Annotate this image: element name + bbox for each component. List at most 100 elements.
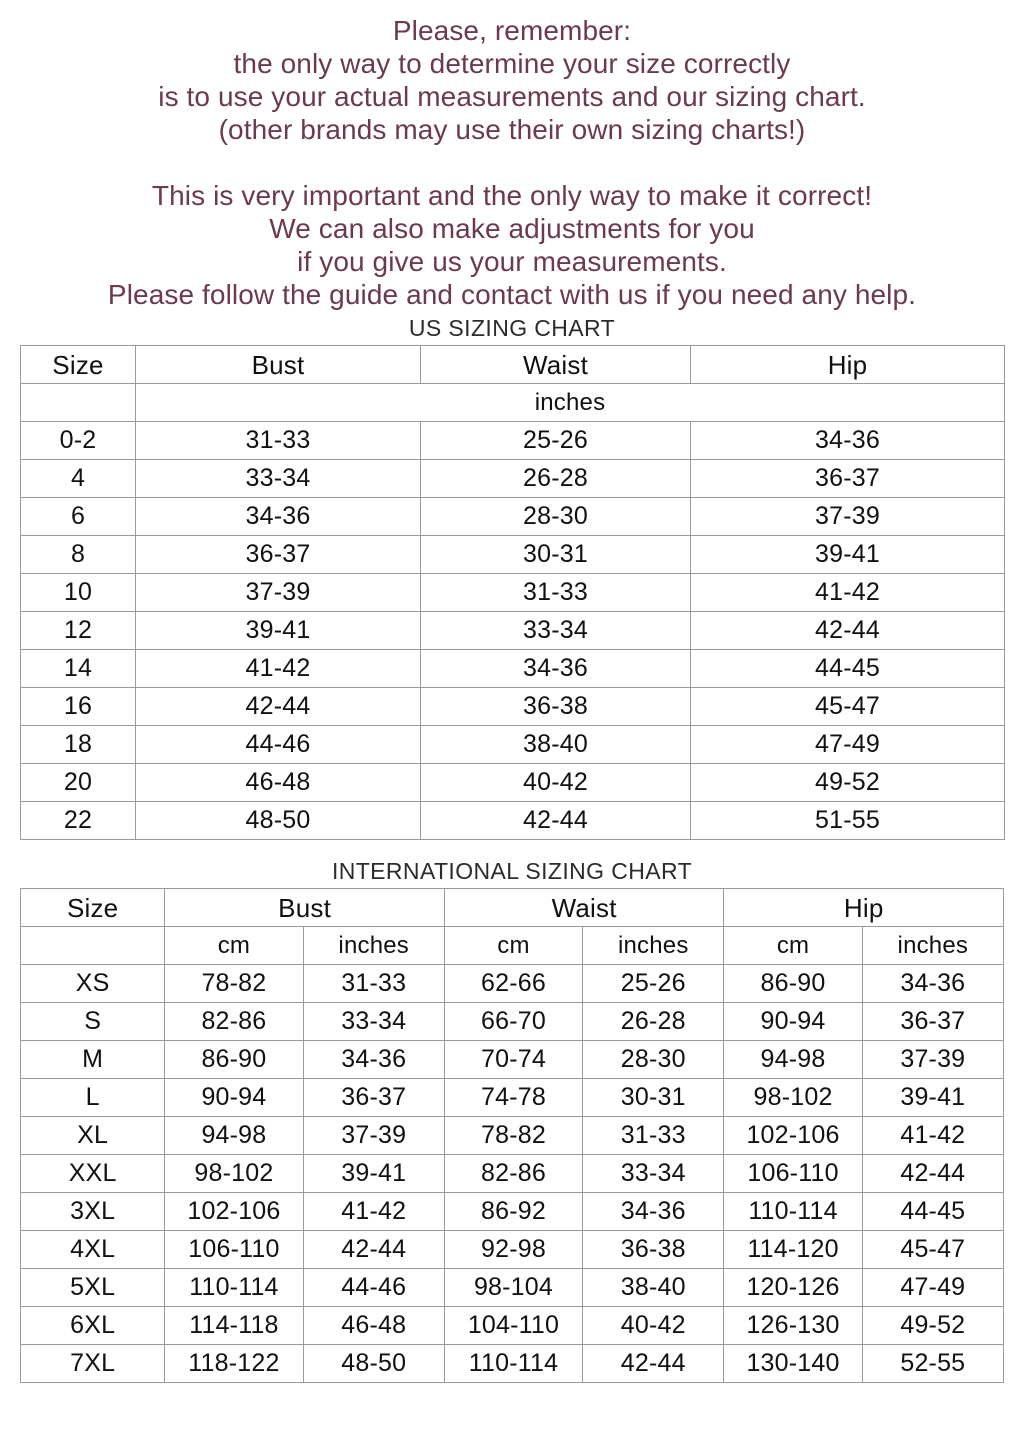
unit-waist-cm: cm (443, 926, 584, 965)
table-row: 20 46-48 40-42 49-52 (20, 763, 1005, 802)
cell-bust: 31-33 (135, 421, 421, 460)
cell-bust_in: 41-42 (302, 1192, 445, 1231)
cell-bust_cm: 98-102 (164, 1154, 304, 1193)
intl-sizing-table: Size Bust Waist Hip cm inches cm inches … (19, 888, 1005, 1383)
cell-hip: 36-37 (690, 459, 1005, 498)
table-row: 3XL 102-106 41-42 86-92 34-36 110-114 44-45 (19, 1192, 1005, 1231)
cell-waist_cm: 86-92 (443, 1192, 584, 1231)
cell-waist_in: 28-30 (582, 1040, 725, 1079)
cell-waist_cm: 82-86 (443, 1154, 584, 1193)
cell-size: 3XL (19, 1192, 166, 1231)
table-row: M 86-90 34-36 70-74 28-30 94-98 37-39 (19, 1040, 1005, 1079)
column-header-size: Size (20, 345, 136, 384)
cell-bust: 42-44 (135, 687, 421, 726)
cell-hip_in: 42-44 (861, 1154, 1005, 1193)
cell-hip_cm: 126-130 (723, 1306, 863, 1345)
cell-bust_in: 46-48 (302, 1306, 445, 1345)
cell-bust: 48-50 (135, 801, 421, 840)
cell-size: 14 (20, 649, 136, 688)
cell-waist_in: 40-42 (582, 1306, 725, 1345)
table-row: L 90-94 36-37 74-78 30-31 98-102 39-41 (19, 1078, 1005, 1117)
table-row: 5XL 110-114 44-46 98-104 38-40 120-126 47-49 (19, 1268, 1005, 1307)
cell-waist_cm: 98-104 (443, 1268, 584, 1307)
cell-size: S (19, 1002, 166, 1041)
cell-waist: 25-26 (420, 421, 691, 460)
cell-size: 10 (20, 573, 136, 612)
cell-size: 4XL (19, 1230, 166, 1269)
cell-size: 16 (20, 687, 136, 726)
cell-hip_in: 47-49 (861, 1268, 1005, 1307)
us-sizing-chart-block: US SIZING CHART Size Bust Waist Hip inch… (20, 311, 1005, 840)
cell-bust: 46-48 (135, 763, 421, 802)
cell-hip_cm: 94-98 (723, 1040, 863, 1079)
column-header-waist: Waist (443, 888, 725, 927)
cell-hip_in: 36-37 (861, 1002, 1005, 1041)
column-header-size: Size (19, 888, 166, 927)
cell-bust: 36-37 (135, 535, 421, 574)
cell-waist: 38-40 (420, 725, 691, 764)
cell-hip_in: 34-36 (861, 964, 1005, 1003)
intro-line: the only way to determine your size corr… (233, 48, 791, 79)
cell-hip: 45-47 (690, 687, 1005, 726)
cell-bust_cm: 110-114 (164, 1268, 304, 1307)
table-row: 0-2 31-33 25-26 34-36 (20, 421, 1005, 460)
cell-waist_in: 30-31 (582, 1078, 725, 1117)
intro-paragraph-2: This is very important and the only way … (0, 146, 1024, 311)
cell-bust_in: 37-39 (302, 1116, 445, 1155)
cell-waist: 26-28 (420, 459, 691, 498)
cell-hip_in: 39-41 (861, 1078, 1005, 1117)
unit-hip-cm: cm (723, 926, 863, 965)
intro-line: Please follow the guide and contact with… (107, 279, 917, 310)
cell-size: 18 (20, 725, 136, 764)
unit-row-inches-label: inches (135, 383, 1005, 422)
cell-bust_cm: 102-106 (164, 1192, 304, 1231)
table-row: 7XL 118-122 48-50 110-114 42-44 130-140 52-55 (19, 1344, 1005, 1383)
table-row: 10 37-39 31-33 41-42 (20, 573, 1005, 612)
column-header-hip: Hip (690, 345, 1005, 384)
cell-size: XL (19, 1116, 166, 1155)
table-row: 8 36-37 30-31 39-41 (20, 535, 1005, 574)
cell-hip_cm: 86-90 (723, 964, 863, 1003)
cell-size: 20 (20, 763, 136, 802)
cell-bust: 39-41 (135, 611, 421, 650)
cell-hip_in: 41-42 (861, 1116, 1005, 1155)
cell-waist: 28-30 (420, 497, 691, 536)
cell-waist_in: 36-38 (582, 1230, 725, 1269)
table-row: 12 39-41 33-34 42-44 (20, 611, 1005, 650)
cell-bust_cm: 78-82 (164, 964, 304, 1003)
cell-bust_cm: 82-86 (164, 1002, 304, 1041)
cell-hip: 41-42 (690, 573, 1005, 612)
table-row: 4 33-34 26-28 36-37 (20, 459, 1005, 498)
cell-waist_in: 34-36 (582, 1192, 725, 1231)
table-row: XL 94-98 37-39 78-82 31-33 102-106 41-42 (19, 1116, 1005, 1155)
cell-waist_cm: 104-110 (443, 1306, 584, 1345)
us-table-body: 0-2 31-33 25-26 34-36 4 33-34 26-28 36-37 6 34-36… (20, 421, 1005, 840)
cell-size: 0-2 (20, 421, 136, 460)
unit-waist-inches: inches (582, 926, 725, 965)
table-row: 16 42-44 36-38 45-47 (20, 687, 1005, 726)
intl-table-body: XS 78-82 31-33 62-66 25-26 86-90 34-36 S 82-86 33… (19, 964, 1005, 1383)
table-header-row: Size Bust Waist Hip (19, 888, 1004, 927)
intro-note: Please, remember: the only way to determ… (0, 0, 1024, 311)
unit-hip-inches: inches (861, 926, 1005, 965)
table-unit-row: inches (20, 383, 1005, 422)
intl-sizing-chart-block: INTERNATIONAL SIZING CHART Size Bust Wai… (19, 854, 1005, 1383)
intro-line: (other brands may use their own sizing c… (218, 114, 806, 145)
table-row: 14 41-42 34-36 44-45 (20, 649, 1005, 688)
cell-bust_in: 34-36 (302, 1040, 445, 1079)
cell-bust: 33-34 (135, 459, 421, 498)
table-header-row: Size Bust Waist Hip (20, 345, 1005, 384)
column-header-bust: Bust (135, 345, 421, 384)
cell-size: 12 (20, 611, 136, 650)
cell-size: XS (19, 964, 166, 1003)
cell-waist_in: 25-26 (582, 964, 725, 1003)
intl-chart-title: INTERNATIONAL SIZING CHART (331, 858, 693, 884)
cell-waist_in: 38-40 (582, 1268, 725, 1307)
cell-waist: 30-31 (420, 535, 691, 574)
cell-hip_in: 52-55 (861, 1344, 1005, 1383)
cell-hip_cm: 130-140 (723, 1344, 863, 1383)
cell-size: M (19, 1040, 166, 1079)
cell-hip: 37-39 (690, 497, 1005, 536)
cell-waist_in: 33-34 (582, 1154, 725, 1193)
table-row: 22 48-50 42-44 51-55 (20, 801, 1005, 840)
